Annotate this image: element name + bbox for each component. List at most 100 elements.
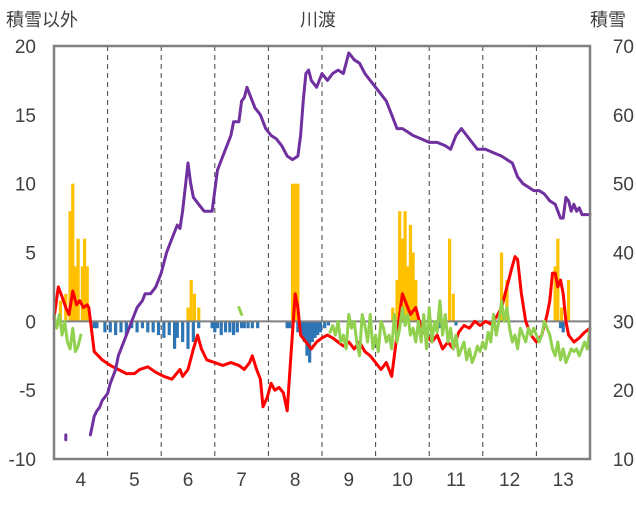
data-bar — [302, 321, 306, 342]
data-bar — [296, 183, 300, 322]
chart-title: 川渡 — [300, 10, 336, 30]
data-bar — [559, 307, 564, 322]
y-right-tick-label: 30 — [613, 312, 634, 333]
data-bar — [240, 321, 244, 329]
data-bar — [316, 321, 320, 336]
data-bar — [156, 321, 161, 336]
data-bar — [192, 293, 197, 322]
right-axis-title: 積雪 — [590, 10, 626, 30]
x-tick-label: 13 — [553, 470, 574, 491]
data-bar — [242, 321, 246, 329]
data-bar — [293, 183, 297, 322]
data-bar — [173, 321, 177, 349]
data-bar — [308, 321, 312, 363]
y-right-tick-label: 40 — [613, 244, 634, 265]
series-line — [52, 313, 83, 354]
data-bar — [215, 321, 220, 329]
data-bar — [300, 321, 304, 336]
data-bar — [290, 183, 295, 322]
data-bar — [186, 321, 190, 349]
data-bar — [447, 238, 452, 322]
y-left-tick-label: 20 — [15, 37, 36, 58]
x-tick-label: 9 — [344, 470, 355, 491]
data-bar — [119, 321, 123, 333]
series-line — [237, 306, 244, 316]
y-left-tick-label: 10 — [15, 175, 36, 196]
data-bar — [438, 321, 442, 329]
data-bar — [124, 321, 128, 336]
y-right-tick-label: 10 — [613, 450, 634, 471]
y-left-tick-label: 15 — [15, 106, 36, 127]
data-bar — [318, 321, 322, 333]
data-bar — [219, 321, 223, 336]
data-bar — [135, 321, 139, 333]
data-bar — [82, 238, 87, 322]
data-bar — [76, 238, 80, 322]
data-bar — [92, 321, 96, 329]
data-bar — [189, 280, 193, 322]
data-bar — [403, 211, 407, 322]
data-bar — [175, 321, 179, 338]
series-line — [52, 255, 592, 413]
data-bar — [250, 321, 254, 329]
x-tick-label: 10 — [392, 470, 413, 491]
data-bar — [398, 211, 402, 322]
series-line — [328, 299, 592, 365]
x-tick-label: 7 — [236, 470, 247, 491]
data-bar — [223, 321, 228, 333]
x-tick-label: 6 — [183, 470, 194, 491]
y-left-tick-label: 5 — [25, 244, 36, 265]
data-bar — [140, 321, 145, 329]
data-bar — [197, 321, 201, 329]
data-bar — [95, 321, 99, 329]
data-bar — [146, 321, 150, 333]
data-bar — [85, 266, 89, 322]
y-right-tick-label: 70 — [613, 37, 634, 58]
data-bar — [288, 321, 292, 329]
data-bar — [213, 321, 217, 333]
data-bar — [246, 321, 250, 329]
data-bar — [296, 321, 300, 333]
data-bar — [162, 321, 166, 338]
data-bar — [553, 266, 557, 322]
data-bar — [305, 321, 309, 356]
data-bar — [395, 280, 399, 322]
data-bar — [73, 266, 78, 322]
data-bar — [108, 321, 112, 333]
data-bar — [313, 321, 317, 338]
data-bar — [310, 321, 314, 342]
data-bar — [256, 321, 260, 329]
data-bar — [400, 238, 404, 322]
data-bar — [411, 252, 415, 322]
data-bar — [391, 307, 395, 322]
x-tick-label: 5 — [129, 470, 140, 491]
y-left-tick-label: -10 — [9, 450, 36, 471]
data-bar — [499, 252, 504, 322]
left-axis-title: 積雪以外 — [6, 10, 78, 30]
data-bar — [167, 321, 171, 336]
data-bar — [454, 321, 458, 326]
data-bar — [186, 307, 190, 322]
y-left-tick-label: -5 — [19, 381, 36, 402]
y-right-tick-label: 50 — [613, 175, 634, 196]
data-bar — [505, 280, 509, 322]
data-bar — [451, 293, 455, 322]
data-bar — [80, 266, 85, 322]
data-bar — [191, 321, 195, 342]
x-tick-label: 8 — [290, 470, 301, 491]
y-right-tick-label: 20 — [613, 381, 634, 402]
data-bar — [561, 321, 565, 333]
data-bar — [210, 321, 214, 329]
data-bar — [103, 321, 107, 333]
data-bar — [231, 321, 236, 336]
y-left-tick-label: 0 — [25, 312, 36, 333]
data-bar — [414, 280, 418, 322]
x-tick-label: 12 — [499, 470, 520, 491]
data-bar — [326, 321, 331, 326]
plot-frame — [52, 44, 592, 461]
data-bar — [58, 300, 63, 322]
data-bar — [558, 321, 563, 329]
data-bar — [71, 183, 75, 322]
